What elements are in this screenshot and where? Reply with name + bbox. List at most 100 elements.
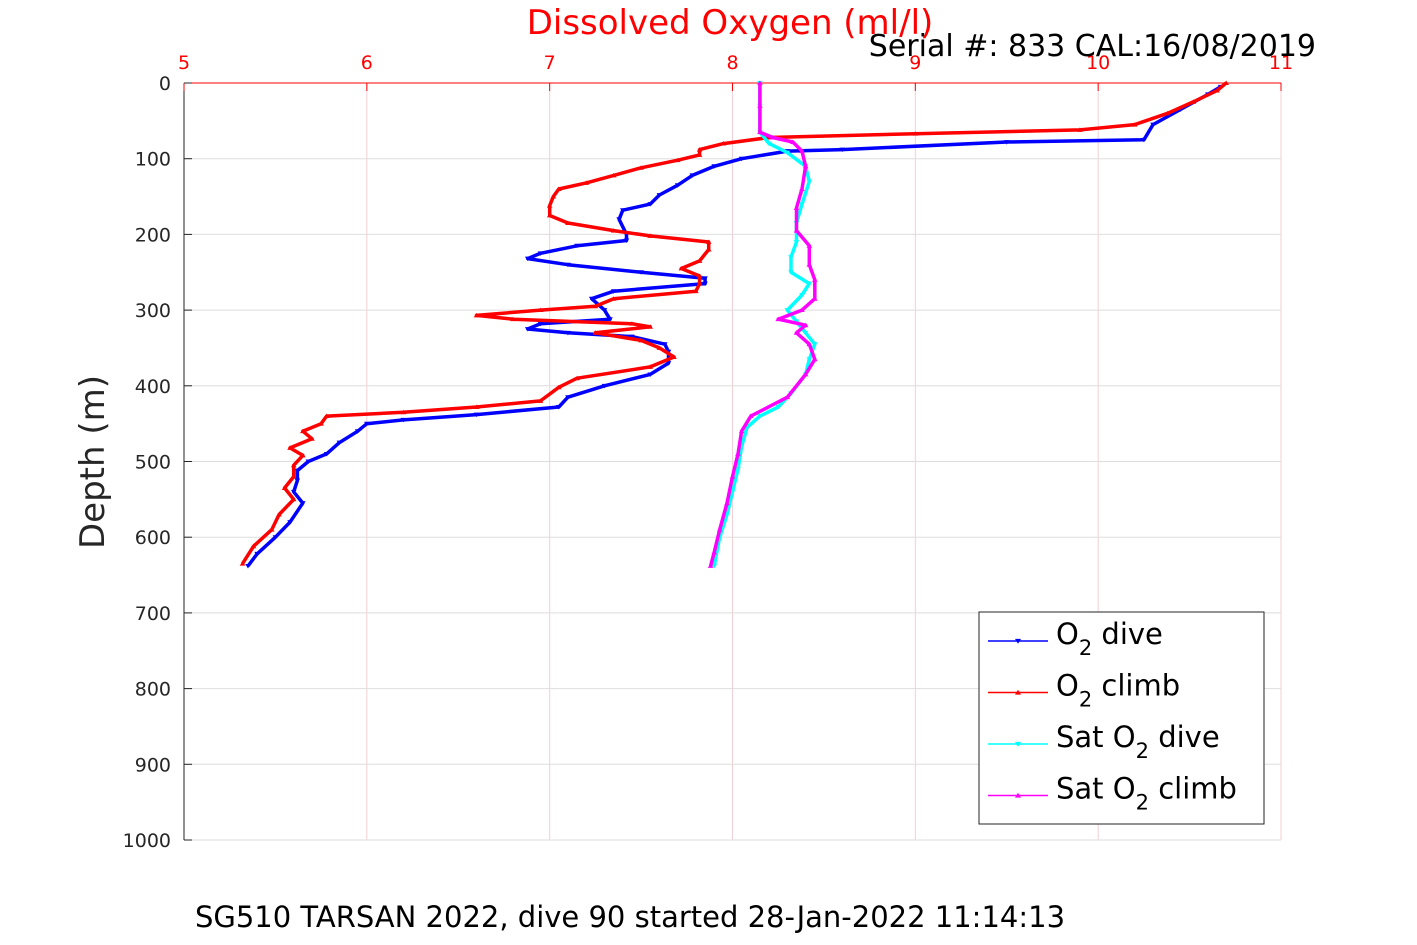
- x-tick-label: 9: [909, 52, 921, 74]
- data-point: [290, 462, 297, 468]
- legend-label: Sat O2 dive: [1056, 720, 1220, 763]
- data-point: [784, 150, 791, 156]
- data-point: [769, 134, 776, 140]
- series-line: [708, 83, 817, 567]
- data-point: [806, 179, 813, 184]
- data-point: [1077, 127, 1083, 132]
- data-point: [281, 485, 288, 490]
- x-tick-label: 7: [544, 52, 556, 74]
- legend-label-prefix: Sat O: [1056, 720, 1136, 754]
- data-point: [318, 421, 324, 426]
- data-point: [574, 243, 580, 249]
- data-point: [616, 217, 622, 222]
- data-point: [287, 445, 293, 450]
- data-point: [550, 194, 557, 199]
- series-o2-climb: [239, 80, 1229, 566]
- data-point: [537, 307, 544, 313]
- data-point: [793, 205, 800, 210]
- data-point: [806, 281, 813, 287]
- data-point: [309, 436, 315, 441]
- data-point: [537, 251, 544, 256]
- data-point: [588, 296, 595, 302]
- data-point: [696, 281, 703, 286]
- series-sat-o2-climb: [707, 80, 818, 568]
- data-point: [305, 459, 312, 465]
- data-point: [638, 165, 644, 170]
- data-point: [784, 394, 791, 400]
- data-point: [524, 256, 531, 262]
- y-tick-label: 700: [135, 603, 171, 625]
- data-point: [656, 193, 663, 198]
- data-point: [254, 551, 260, 557]
- x-axis-ticks: 5 6 7 8 9 10 11: [178, 52, 1293, 91]
- legend-item: O2 climb: [988, 669, 1180, 712]
- data-point: [806, 341, 813, 347]
- data-point: [656, 345, 663, 350]
- data-point: [766, 141, 772, 147]
- data-point: [473, 404, 480, 409]
- legend-label-suffix: climb: [1149, 772, 1237, 806]
- data-point: [788, 270, 794, 275]
- x-tick-label: 11: [1269, 52, 1293, 74]
- data-point: [802, 163, 809, 169]
- y-tick-label: 100: [135, 149, 171, 171]
- data-point: [473, 412, 480, 418]
- data-point: [300, 452, 306, 458]
- data-point: [802, 330, 809, 336]
- legend-label-subscript: 2: [1136, 739, 1149, 763]
- data-point: [272, 535, 279, 540]
- data-point: [799, 307, 805, 313]
- legend-label-prefix: O: [1056, 669, 1079, 703]
- data-point: [806, 243, 813, 248]
- data-point: [647, 324, 654, 329]
- data-point: [696, 147, 703, 152]
- y-tick-label: 200: [135, 224, 171, 246]
- legend-marker: [1015, 792, 1021, 798]
- data-point: [565, 330, 571, 336]
- data-point: [696, 273, 703, 278]
- data-point: [556, 384, 562, 390]
- data-point: [811, 356, 818, 362]
- data-point: [705, 239, 712, 244]
- data-point: [524, 327, 531, 332]
- data-point: [711, 164, 718, 169]
- x-tick-label: 5: [178, 52, 190, 74]
- legend-label-suffix: dive: [1092, 617, 1163, 651]
- data-point: [323, 451, 330, 457]
- data-point: [729, 474, 736, 479]
- data-point: [793, 228, 800, 233]
- data-point: [793, 330, 800, 335]
- data-point: [716, 527, 723, 532]
- chart-footer: SG510 TARSAN 2022, dive 90 started 28-Ja…: [195, 900, 1065, 934]
- data-point: [662, 342, 668, 347]
- data-point: [784, 308, 791, 313]
- data-point: [1164, 110, 1171, 116]
- data-point: [290, 496, 297, 502]
- data-point: [638, 270, 644, 275]
- data-point: [245, 564, 251, 569]
- legend-marker: [1015, 689, 1021, 695]
- data-point: [623, 238, 630, 243]
- data-point: [294, 478, 301, 483]
- legend-label-prefix: O: [1056, 617, 1079, 651]
- data-point: [912, 131, 919, 136]
- data-point: [610, 289, 617, 294]
- y-tick-label: 900: [135, 754, 171, 776]
- data-point: [537, 321, 544, 327]
- legend-marker: [1015, 741, 1021, 747]
- data-point: [689, 173, 696, 178]
- data-point: [473, 312, 480, 318]
- data-point: [790, 139, 796, 145]
- data-point: [1223, 80, 1229, 85]
- data-point: [1131, 122, 1138, 127]
- data-point: [537, 398, 544, 403]
- data-point: [806, 357, 813, 362]
- chart-title: Dissolved Oxygen (ml/l): [527, 3, 934, 43]
- x-tick-label: 6: [361, 52, 373, 74]
- data-point: [802, 371, 809, 377]
- y-tick-label: 600: [135, 527, 171, 549]
- data-point: [565, 262, 571, 268]
- data-point: [799, 293, 805, 298]
- legend-label-subscript: 2: [1136, 791, 1149, 815]
